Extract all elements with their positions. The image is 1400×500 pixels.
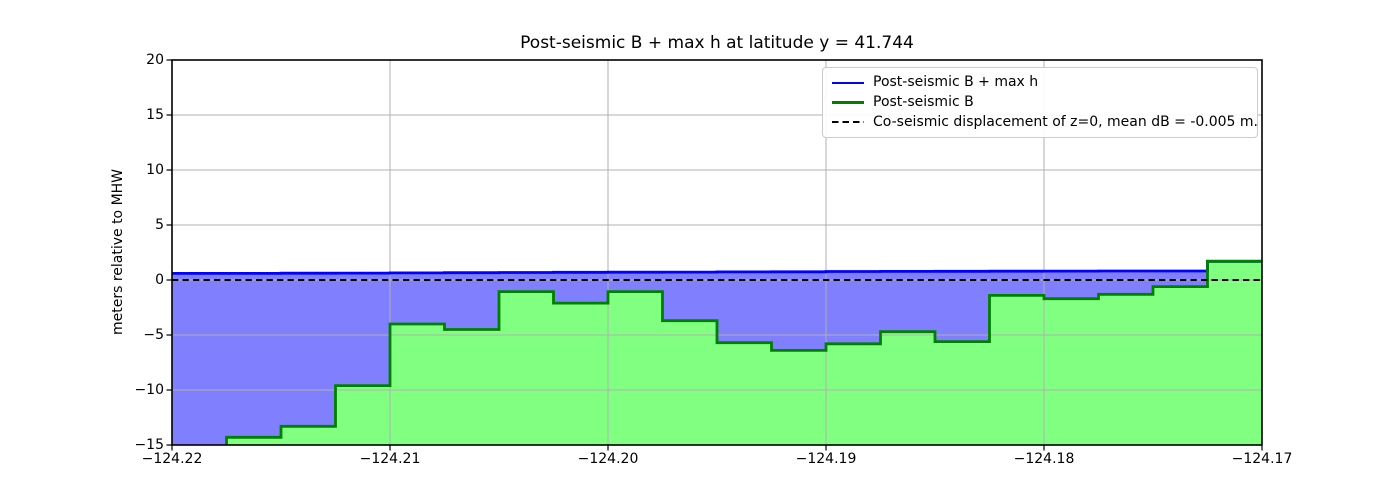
legend-item: Co-seismic displacement of z=0, mean dB … (832, 114, 1258, 131)
y-tick-label: −5 (143, 327, 164, 343)
y-tick-label: 15 (146, 107, 164, 123)
legend-item: Post-seismic B (832, 94, 1251, 111)
y-tick-label: 0 (155, 272, 164, 288)
legend-item: Post-seismic B + max h (832, 74, 1251, 91)
x-tick-label: −124.18 (1013, 451, 1075, 467)
plot-area (172, 60, 1262, 445)
y-tick-label: 10 (146, 162, 164, 178)
green-solid-line-swatch (832, 101, 864, 104)
x-tick-label: −124.21 (359, 451, 421, 467)
x-tick-label: −124.22 (141, 451, 203, 467)
y-tick-label: 20 (146, 52, 164, 68)
y-tick-label: 5 (155, 217, 164, 233)
blue-solid-line-swatch (832, 81, 864, 85)
x-tick-label: −124.20 (577, 451, 639, 467)
post-seismic-b-plus-maxh-line (172, 259, 1262, 275)
x-tick-label: −124.17 (1231, 451, 1293, 467)
axes-spines (171, 59, 1263, 446)
chart-title: Post-seismic B + max h at latitude y = 4… (520, 33, 914, 53)
bathymetry-fill (226, 261, 1262, 445)
legend: Post-seismic B + max h Post-seismic B Co-s… (822, 67, 1258, 138)
x-tick-label: −124.19 (795, 451, 857, 467)
legend-item-label: Post-seismic B + max h (873, 74, 1039, 91)
post-seismic-b-line (225, 259, 1262, 445)
black-dashed-line-swatch (832, 120, 864, 124)
y-axis-label: meters relative to MHW (110, 168, 126, 336)
y-tick-label: −15 (134, 437, 164, 453)
tick-marks (166, 59, 1263, 451)
y-tick-label: −10 (134, 382, 164, 398)
legend-item-label: Co-seismic displacement of z=0, mean dB … (873, 113, 1258, 130)
legend-item-label: Post-seismic B (873, 93, 974, 110)
